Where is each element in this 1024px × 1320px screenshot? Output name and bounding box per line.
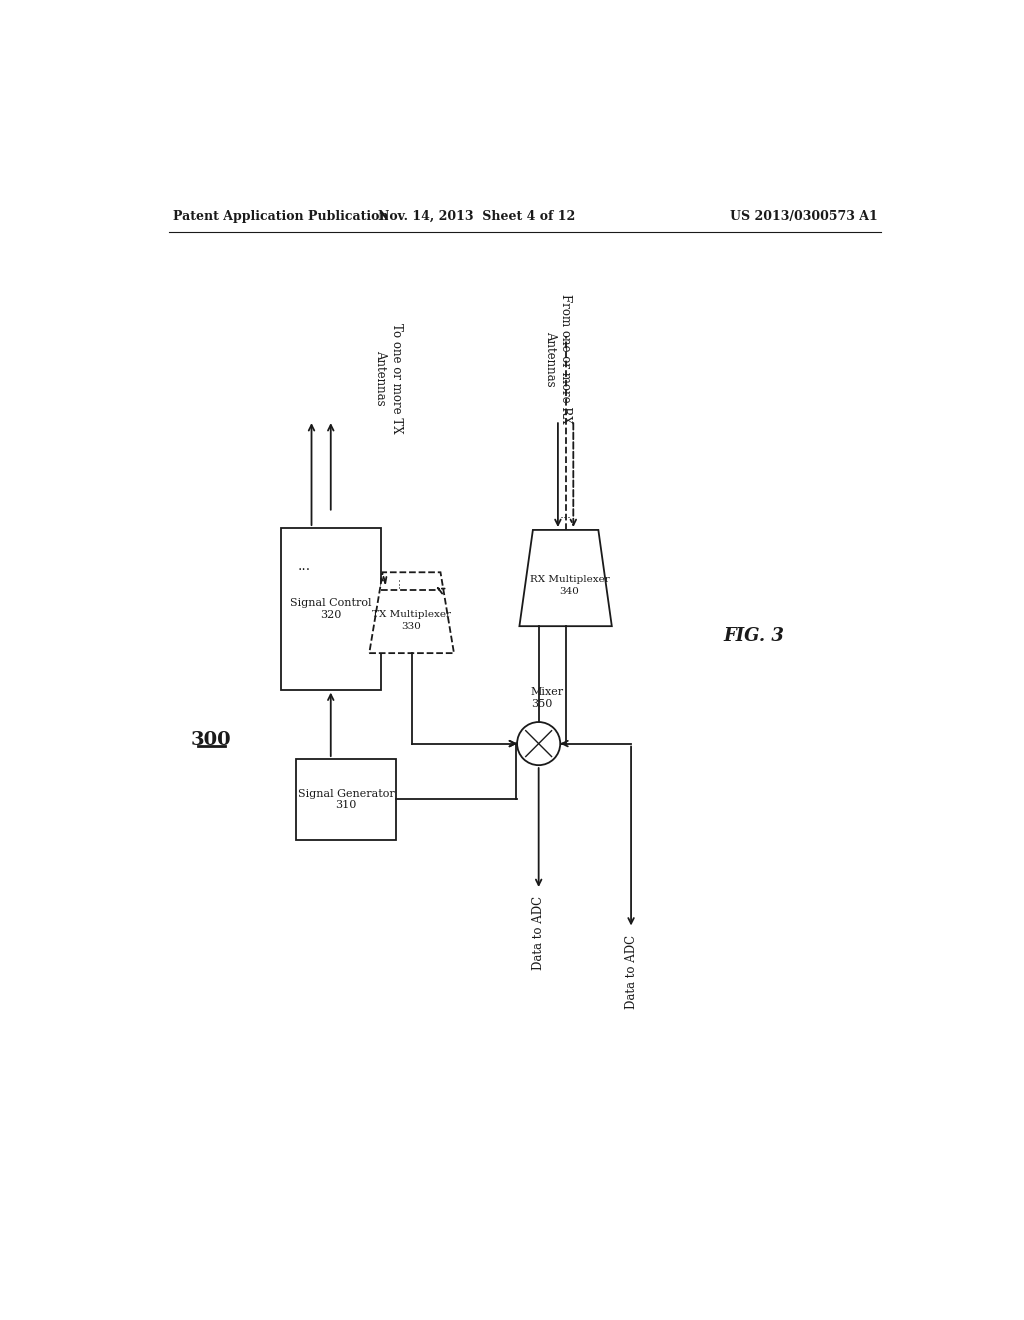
Text: Signal Generator
310: Signal Generator 310 — [298, 788, 394, 810]
Text: Nov. 14, 2013  Sheet 4 of 12: Nov. 14, 2013 Sheet 4 of 12 — [379, 210, 575, 223]
Text: TX Multiplexer
330: TX Multiplexer 330 — [372, 610, 452, 631]
Text: Patent Application Publication: Patent Application Publication — [173, 210, 388, 223]
Circle shape — [517, 722, 560, 766]
Text: Signal Control
320: Signal Control 320 — [290, 598, 372, 619]
Text: ...: ... — [559, 508, 571, 521]
Text: FIG. 3: FIG. 3 — [724, 627, 784, 644]
Text: To one or more TX
Antennas: To one or more TX Antennas — [375, 322, 402, 433]
Text: Mixer
350: Mixer 350 — [531, 688, 564, 709]
Bar — [281, 528, 381, 689]
Polygon shape — [370, 573, 454, 653]
Text: ...: ... — [390, 576, 402, 587]
Bar — [296, 759, 396, 840]
Text: ...: ... — [297, 560, 310, 573]
Text: Data to ADC: Data to ADC — [625, 935, 638, 1008]
Text: RX Multiplexer
340: RX Multiplexer 340 — [529, 576, 609, 597]
Text: US 2013/0300573 A1: US 2013/0300573 A1 — [730, 210, 878, 223]
Text: 300: 300 — [191, 731, 231, 748]
Text: Data to ADC: Data to ADC — [532, 896, 545, 970]
Polygon shape — [519, 529, 611, 626]
Text: From one or more RX
Antennas: From one or more RX Antennas — [544, 294, 572, 424]
